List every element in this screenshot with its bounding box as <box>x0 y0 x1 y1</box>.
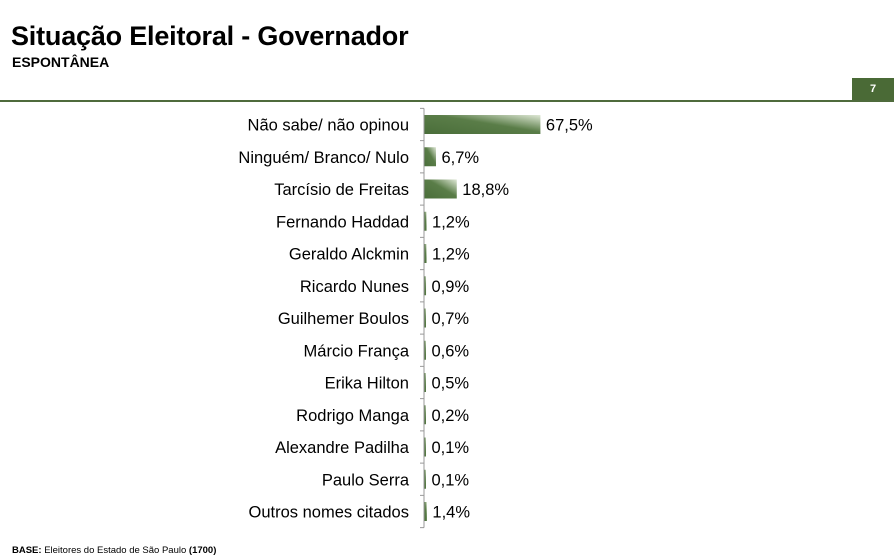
base-count: (1700) <box>188 545 217 556</box>
bar <box>424 211 427 231</box>
category-label: Ricardo Nunes <box>300 278 409 296</box>
value-label: 1,4% <box>432 504 470 522</box>
bar <box>424 308 426 328</box>
category-label: Tarcísio de Freitas <box>274 181 409 199</box>
category-label: Erika Hilton <box>325 375 409 393</box>
bar <box>424 244 427 263</box>
category-label: Ninguém/ Branco/ Nulo <box>238 149 409 167</box>
value-label: 6,7% <box>442 149 480 167</box>
category-label: Alexandre Padilha <box>275 439 410 457</box>
bar <box>424 340 426 360</box>
category-label: Não sabe/ não opinou <box>248 117 409 135</box>
bar <box>424 179 457 199</box>
value-label: 0,6% <box>432 342 470 360</box>
value-label: 0,5% <box>432 375 470 393</box>
category-label: Outros nomes citados <box>249 504 410 522</box>
bar <box>424 115 541 134</box>
value-label: 0,1% <box>432 471 470 489</box>
value-label: 18,8% <box>462 181 509 199</box>
category-label: Guilhemer Boulos <box>278 310 409 328</box>
footer-base-note: BASE: Eleitores do Estado de São Paulo (… <box>12 545 216 557</box>
page-number-badge: 7 <box>852 78 894 100</box>
header-divider <box>0 100 894 102</box>
category-label: Fernando Haddad <box>276 213 409 231</box>
bar <box>424 147 437 167</box>
category-label: Paulo Serra <box>322 471 410 489</box>
base-text: Eleitores do Estado de São Paulo <box>44 545 187 556</box>
value-label: 1,2% <box>432 213 470 231</box>
bar <box>424 437 426 457</box>
value-label: 67,5% <box>546 117 593 135</box>
bar <box>424 469 426 489</box>
category-label: Rodrigo Manga <box>296 407 410 425</box>
page-subtitle: ESPONTÂNEA <box>12 54 110 70</box>
page-title: Situação Eleitoral - Governador <box>11 21 409 51</box>
category-label: Márcio França <box>304 342 410 360</box>
value-label: 0,1% <box>432 439 470 457</box>
value-label: 0,9% <box>432 278 470 296</box>
bar-chart: Não sabe/ não opinou Ninguém/ Branco/ Nul… <box>238 107 593 529</box>
bar <box>424 373 426 392</box>
bar <box>424 405 426 425</box>
base-label: BASE: <box>12 545 42 556</box>
bar <box>424 276 427 296</box>
value-label: 1,2% <box>432 246 470 264</box>
category-label: Geraldo Alckmin <box>289 246 409 264</box>
value-label: 0,2% <box>432 407 470 425</box>
value-label: 0,7% <box>432 310 470 328</box>
bar <box>424 502 427 521</box>
